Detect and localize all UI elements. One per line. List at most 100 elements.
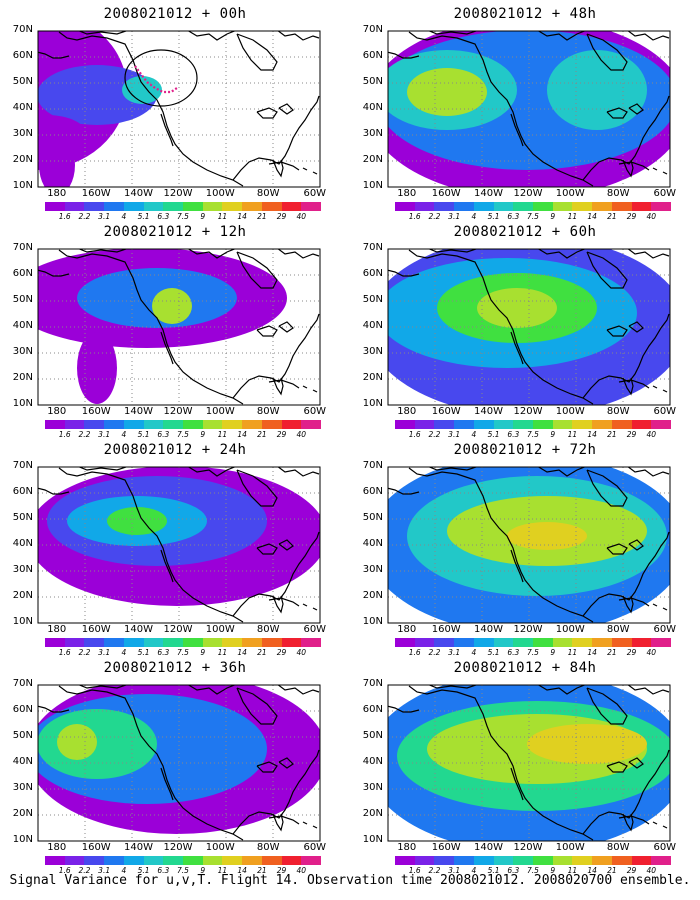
coastline — [277, 685, 320, 695]
longitude-tick-label: 120W — [163, 406, 193, 417]
longitude-tick-label: 180 — [397, 188, 417, 199]
coastline — [510, 113, 524, 147]
coastline — [662, 607, 668, 611]
colorbar — [45, 856, 322, 865]
coastline — [272, 813, 284, 832]
coastline — [277, 467, 320, 477]
longitude-tick-label: 120W — [163, 624, 193, 635]
latitude-tick-label: 60N — [362, 268, 383, 279]
longitude-tick-label: 80W — [606, 188, 630, 199]
longitude-tick-label: 180 — [397, 624, 417, 635]
coastline — [662, 825, 668, 829]
latitude-tick-label: 50N — [12, 730, 33, 741]
coastline — [586, 251, 628, 289]
colorbar-swatch — [45, 638, 65, 647]
coastline — [277, 31, 320, 41]
coastline — [302, 821, 308, 825]
coastline — [302, 385, 308, 389]
longitude-tick-label: 80W — [256, 406, 280, 417]
colorbar-swatch — [473, 202, 494, 211]
longitude-tick-label: 100W — [205, 188, 235, 199]
coastline — [160, 331, 174, 365]
colorbar-label: 9 — [550, 430, 556, 439]
longitude-tick-label: 120W — [163, 842, 193, 853]
latitude-tick-label: 20N — [12, 154, 33, 165]
coastline — [627, 31, 670, 41]
colorbar-label: 4 — [121, 212, 127, 221]
colorbar-swatch — [45, 202, 65, 211]
latitude-tick-label: 10N — [12, 398, 33, 409]
colorbar-label: 40 — [296, 648, 307, 657]
coastline — [628, 539, 644, 551]
panel-title: 2008021012 + 60h — [453, 224, 597, 240]
colorbar-swatch — [454, 202, 474, 211]
colorbar-label: 29 — [626, 430, 637, 439]
coastline — [510, 549, 524, 583]
map-frame — [387, 248, 671, 406]
latitude-tick-label: 60N — [362, 486, 383, 497]
longitude-tick-label: 60W — [303, 842, 327, 853]
colorbar-swatch — [64, 856, 85, 865]
colorbar-label: 14 — [237, 648, 247, 657]
coastline — [302, 603, 308, 607]
colorbar-label: 3.1 — [448, 648, 461, 657]
coastline — [628, 103, 644, 115]
colorbar-swatch — [651, 202, 672, 211]
panel-title: 2008021012 + 24h — [103, 442, 247, 458]
colorbar-swatch — [572, 856, 593, 865]
colorbar-label: 2.2 — [78, 212, 91, 221]
longitude-tick-label: 60W — [653, 624, 677, 635]
colorbar-label: 7.5 — [177, 212, 189, 221]
coastline — [388, 487, 420, 495]
colorbar-label: 29 — [276, 212, 287, 221]
colorbar-label: 21 — [257, 866, 267, 875]
colorbar-label: 5.1 — [487, 648, 500, 657]
colorbar-label: 21 — [607, 648, 617, 657]
latitude-tick-label: 30N — [12, 128, 33, 139]
latitude-tick-label: 30N — [362, 346, 383, 357]
colorbar-label: 40 — [296, 866, 307, 875]
colorbar-swatch — [163, 420, 184, 429]
coastline — [427, 31, 478, 35]
colorbar-label: 1.6 — [408, 430, 421, 439]
variance-contour — [38, 65, 157, 125]
longitude-tick-label: 60W — [653, 406, 677, 417]
panel-title: 2008021012 + 12h — [103, 224, 247, 240]
latitude-tick-label: 20N — [362, 590, 383, 601]
colorbar-swatch — [533, 202, 553, 211]
coastline — [408, 467, 594, 623]
colorbar-swatch — [434, 202, 455, 211]
coastline — [77, 685, 128, 689]
latitude-tick-label: 10N — [12, 834, 33, 845]
colorbar-swatch — [434, 638, 455, 647]
colorbar-label: 40 — [296, 212, 307, 221]
coastline — [582, 95, 670, 181]
colorbar-label: 1.6 — [58, 648, 71, 657]
colorbar-label: 40 — [646, 648, 657, 657]
coastline — [268, 161, 300, 171]
coastline — [232, 95, 320, 181]
colorbar-swatch — [414, 856, 435, 865]
colorbar-swatch — [592, 420, 612, 429]
panel-title: 2008021012 + 00h — [103, 6, 247, 22]
colorbar-swatch — [183, 420, 203, 429]
coastline — [627, 249, 670, 259]
latitude-tick-label: 20N — [362, 154, 383, 165]
coastline — [652, 167, 658, 171]
colorbar-swatch — [395, 420, 415, 429]
coastline — [272, 595, 284, 614]
latitude-tick-label: 70N — [362, 242, 383, 253]
colorbar-swatch — [454, 638, 474, 647]
coastline — [236, 251, 278, 289]
colorbar-swatch — [163, 638, 184, 647]
colorbar-label: 14 — [587, 866, 597, 875]
colorbar-swatch — [301, 638, 322, 647]
colorbar-swatch — [242, 202, 262, 211]
coastline — [582, 531, 670, 617]
colorbar-swatch — [592, 638, 612, 647]
longitude-tick-label: 180 — [397, 842, 417, 853]
colorbar-swatch — [143, 202, 164, 211]
longitude-tick-label: 160W — [81, 624, 111, 635]
coastline — [236, 687, 278, 725]
colorbar-swatch — [493, 638, 514, 647]
